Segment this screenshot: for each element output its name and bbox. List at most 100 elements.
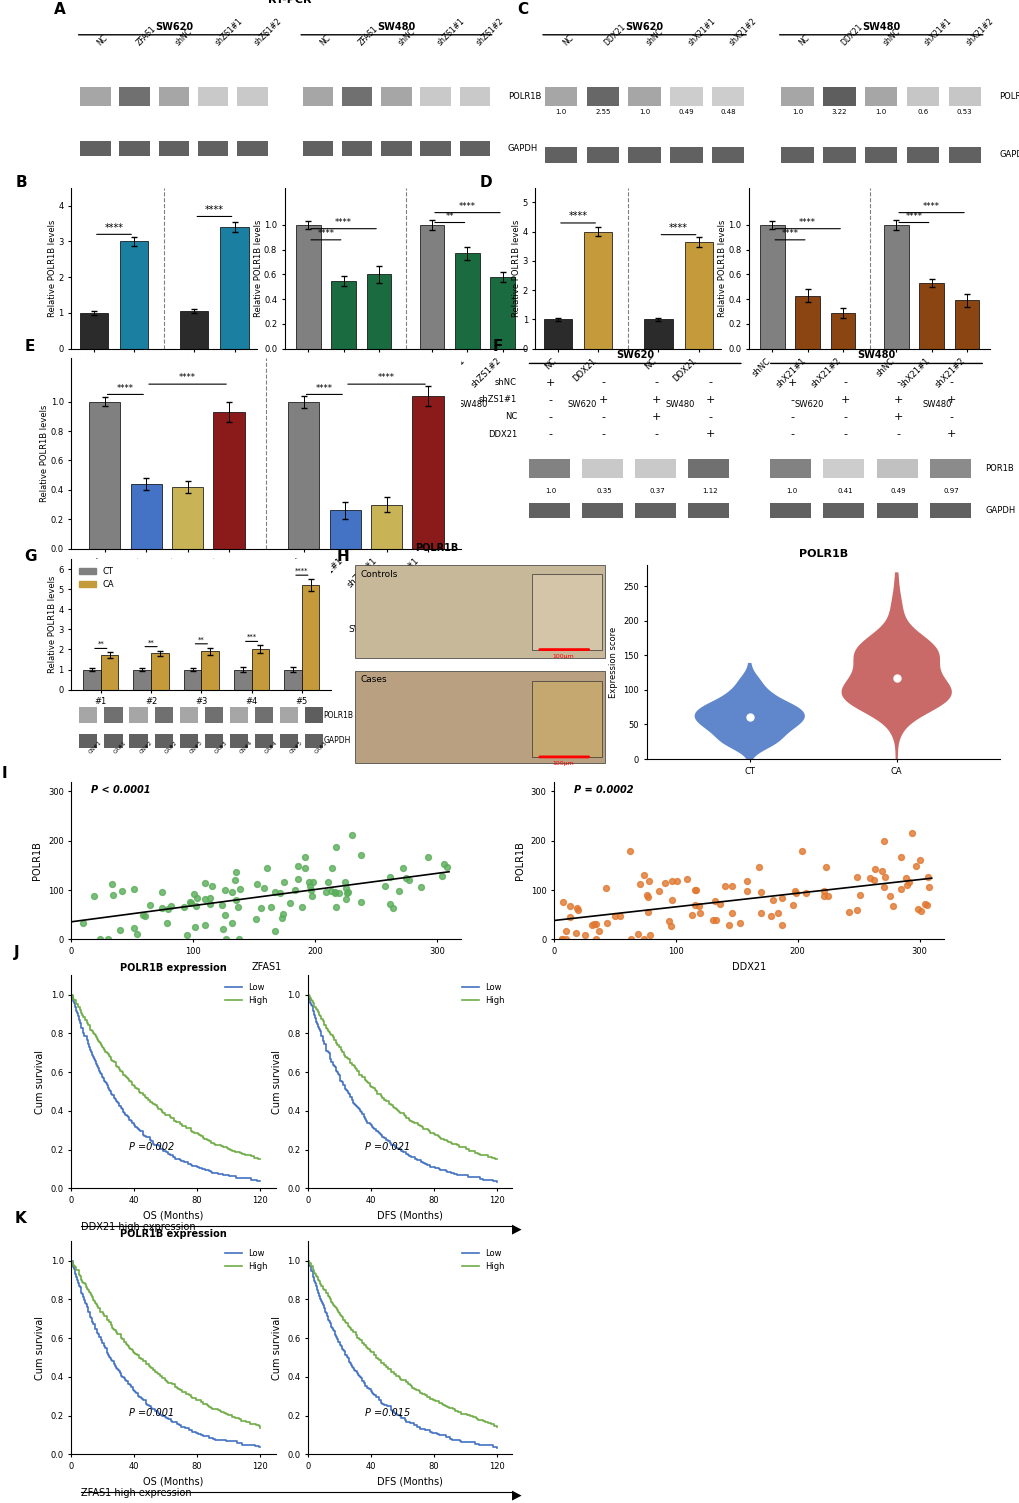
Point: [848, 866, 864, 890]
Point: [297, 845, 313, 869]
Low: [461, 1166, 473, 1184]
Bar: [119, 140, 150, 156]
Line: High: High: [308, 995, 496, 1159]
Bar: [198, 87, 228, 105]
Point: [223, 911, 239, 935]
Point: [154, 896, 170, 920]
Text: G: G: [24, 549, 37, 564]
Point: [752, 879, 768, 903]
Text: 100μm: 100μm: [551, 761, 574, 767]
Bar: [531, 574, 601, 649]
Text: NC: NC: [318, 33, 332, 48]
Point: [662, 914, 679, 938]
Point: [888, 666, 904, 690]
Point: [214, 893, 230, 917]
Point: [876, 866, 893, 890]
Bar: [341, 87, 372, 105]
Text: +: +: [651, 395, 661, 404]
Bar: [237, 87, 267, 105]
Text: C: C: [517, 2, 528, 17]
Point: [638, 882, 654, 906]
Line: High: High: [71, 1261, 260, 1428]
Legend: Low, High: Low, High: [222, 1246, 271, 1275]
Point: [817, 855, 834, 879]
Point: [764, 888, 781, 912]
Bar: [329, 511, 361, 549]
Bar: [822, 147, 855, 162]
Low: [473, 1435, 485, 1453]
Bar: [198, 140, 228, 156]
Text: -: -: [548, 428, 552, 439]
Point: [376, 873, 392, 897]
Point: [327, 894, 343, 918]
Text: **: **: [148, 639, 154, 645]
Text: 2.55: 2.55: [594, 110, 610, 114]
Point: [159, 911, 175, 935]
Point: [663, 888, 680, 912]
High: [254, 1419, 266, 1437]
Point: [752, 902, 768, 926]
Point: [262, 894, 278, 918]
Point: [104, 872, 120, 896]
Bar: [371, 505, 401, 549]
X-axis label: ZFAS1: ZFAS1: [251, 962, 281, 971]
Text: 0.37: 0.37: [648, 487, 664, 493]
Text: -: -: [896, 377, 900, 388]
Text: **: **: [198, 636, 205, 642]
Bar: [341, 140, 372, 156]
Bar: [882, 225, 908, 349]
Text: +: +: [704, 428, 714, 439]
Text: ***: ***: [247, 634, 257, 640]
Point: [135, 903, 151, 927]
Point: [691, 900, 707, 924]
Text: -: -: [601, 412, 605, 422]
Text: 1.0: 1.0: [786, 487, 797, 493]
Text: -: -: [896, 428, 900, 439]
Point: [420, 845, 436, 869]
Bar: [635, 458, 676, 478]
Point: [641, 923, 657, 947]
Text: -: -: [790, 395, 793, 404]
Bar: [255, 733, 273, 748]
Bar: [948, 87, 980, 105]
Line: Low: Low: [71, 1261, 260, 1447]
Point: [267, 918, 283, 942]
Text: SW480: SW480: [921, 400, 951, 409]
Text: ▶: ▶: [512, 1222, 521, 1235]
Bar: [133, 669, 151, 690]
Text: CA#1: CA#1: [113, 741, 127, 755]
Point: [249, 872, 265, 896]
Bar: [822, 87, 855, 105]
Point: [650, 879, 666, 903]
Point: [433, 864, 449, 888]
Point: [197, 887, 213, 911]
Point: [286, 878, 303, 902]
Bar: [543, 320, 572, 349]
Text: shX21#1: shX21#1: [922, 17, 953, 48]
High: [252, 1150, 264, 1168]
Bar: [331, 281, 356, 349]
Point: [861, 866, 877, 890]
High: [414, 1384, 426, 1402]
Text: shNC: shNC: [174, 27, 195, 48]
X-axis label: DDX21: DDX21: [732, 962, 765, 971]
Bar: [582, 458, 623, 478]
Y-axis label: Cum survival: Cum survival: [35, 1049, 45, 1114]
Point: [560, 905, 577, 929]
Bar: [688, 458, 729, 478]
Point: [128, 921, 145, 945]
Point: [561, 894, 578, 918]
Point: [272, 881, 288, 905]
Text: CN#1: CN#1: [89, 741, 103, 755]
Text: +: +: [840, 395, 849, 404]
Text: +: +: [598, 395, 608, 404]
Low: [302, 986, 314, 1004]
Text: P =0.001: P =0.001: [128, 1408, 173, 1417]
Point: [343, 824, 360, 848]
Text: -: -: [707, 412, 711, 422]
Text: +: +: [946, 395, 955, 404]
Low: [302, 1252, 314, 1270]
Bar: [795, 296, 819, 349]
Point: [125, 915, 142, 939]
Point: [323, 855, 339, 879]
